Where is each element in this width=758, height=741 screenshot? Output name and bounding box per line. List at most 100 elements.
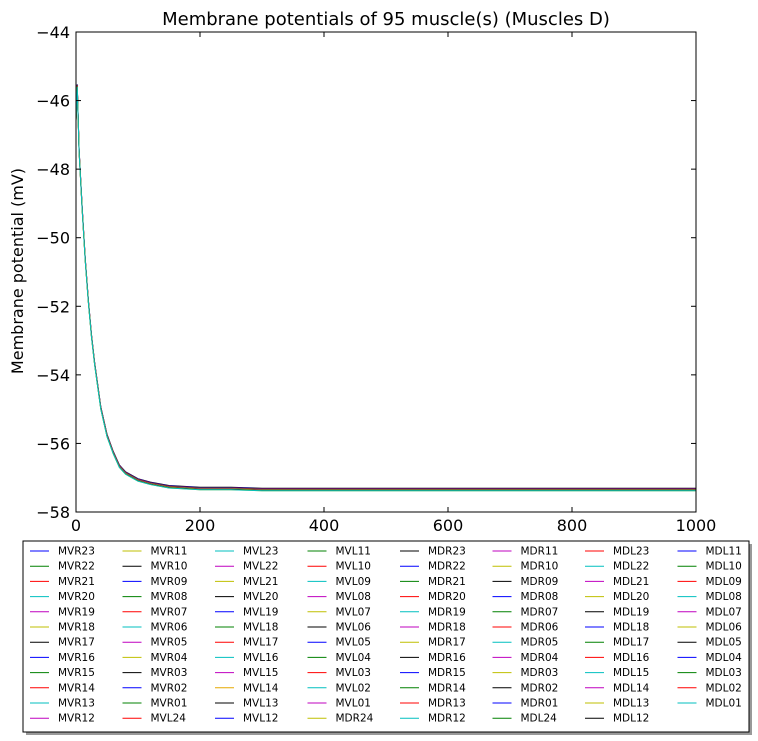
legend-entry-label: MDL05 (706, 637, 742, 649)
legend-entry-label: MDR11 (521, 546, 559, 558)
y-tick-label: −48 (36, 160, 70, 179)
axes-frame (75, 31, 697, 513)
legend-entry-label: MVL04 (336, 652, 372, 664)
legend-entry-label: MVL01 (336, 698, 371, 710)
legend-entry-label: MDR22 (428, 561, 466, 573)
legend-entry-label: MVL08 (336, 591, 371, 603)
legend-entry-label: MVR15 (58, 667, 95, 679)
legend-entry-label: MVL03 (336, 667, 371, 679)
legend-entry-label: MDR06 (521, 622, 559, 634)
legend-entry-label: MVL20 (243, 591, 278, 603)
legend-entry-label: MDR07 (521, 606, 559, 618)
legend-entry-label: MVR07 (151, 606, 188, 618)
series-line-mvr15 (75, 85, 696, 490)
legend-entry-label: MDL13 (613, 698, 649, 710)
legend-entry-label: MVL02 (336, 682, 371, 694)
legend-entry-label: MVR04 (151, 652, 188, 664)
legend-entry-label: MVR23 (58, 546, 95, 558)
legend-entry-label: MDR01 (521, 698, 559, 710)
legend-entry-label: MDL24 (521, 713, 558, 725)
legend-entry-label: MDR05 (521, 637, 559, 649)
legend-box (22, 540, 750, 733)
legend-entry-label: MDL15 (613, 667, 649, 679)
legend-entry-label: MDL21 (613, 576, 649, 588)
legend-entry-label: MVL16 (243, 652, 279, 664)
legend-entry-label: MDL12 (613, 713, 649, 725)
x-tick-label: 400 (309, 516, 340, 535)
legend: MVR23 MVR22 MVR21 MVR20 MVR19 MVR18 MVR17 MVR16… (22, 540, 752, 735)
legend-entry-label: MDL14 (613, 682, 650, 694)
legend-entry-label: MVR12 (58, 713, 95, 725)
x-tick-label: 1000 (676, 516, 717, 535)
legend-entry-label: MDL16 (613, 652, 650, 664)
legend-entry-label: MDL22 (613, 561, 649, 573)
legend-entry-label: MVR16 (58, 652, 95, 664)
series-line-mvr09 (75, 84, 696, 490)
series-line-mvr17 (75, 84, 696, 489)
legend-entry-label: MVR10 (151, 561, 188, 573)
legend-entry-label: MVL05 (336, 637, 371, 649)
y-tick-label: −44 (36, 23, 70, 42)
legend-entry-label: MVR19 (58, 606, 95, 618)
y-tick-label: −58 (36, 503, 70, 522)
legend-entry-label: MDL07 (706, 606, 742, 618)
legend-entry-label: MDR12 (428, 713, 466, 725)
legend-entry-label: MDL11 (706, 546, 742, 558)
legend-entry-label: MDL17 (613, 637, 649, 649)
legend-entry-label: MDR24 (336, 713, 374, 725)
plot-area: 0 200 400 600 800 1000 −44 −46 −48 −50 −52 −54 −56 −5… (36, 23, 716, 535)
legend-entry-label: MVL18 (243, 622, 278, 634)
y-tick-label: −52 (36, 297, 70, 316)
legend-entry-label: MVR21 (58, 576, 95, 588)
legend-entry-label: MVL13 (243, 698, 278, 710)
series-line-mvr21 (75, 85, 696, 490)
legend-entry-label: MVR01 (151, 698, 188, 710)
legend-entry-label: MVR02 (151, 682, 188, 694)
legend-entry-label: MVR08 (151, 591, 188, 603)
legend-entry-label: MDR16 (428, 652, 466, 664)
legend-entry-label: MVL23 (243, 546, 278, 558)
legend-entry-label: MDR13 (428, 698, 466, 710)
legend-entry-label: MDL01 (706, 698, 742, 710)
chart-title: Membrane potentials of 95 muscle(s) (Mus… (162, 9, 610, 30)
legend-entry-label: MVR18 (58, 622, 95, 634)
legend-entry-label: MDL02 (706, 682, 742, 694)
legend-entry-label: MDR09 (521, 576, 559, 588)
series-line-mvr18 (75, 86, 696, 491)
legend-entry-label: MDL04 (706, 652, 743, 664)
legend-entry-label: MVR22 (58, 561, 95, 573)
legend-entry-label: MVL07 (336, 606, 371, 618)
legend-entry-label: MVR20 (58, 591, 95, 603)
legend-entry-label: MVL19 (243, 606, 278, 618)
legend-entry-label: MDL08 (706, 591, 742, 603)
legend-entry-label: MVL21 (243, 576, 278, 588)
legend-entry-label: MVL12 (243, 713, 278, 725)
y-tick-label: −54 (36, 366, 70, 385)
legend-entry-label: MDR21 (428, 576, 466, 588)
legend-entry-label: MDL18 (613, 622, 649, 634)
x-tick-label: 600 (433, 516, 464, 535)
legend-entry-label: MDR03 (521, 667, 559, 679)
x-tick-label: 200 (185, 516, 216, 535)
legend-entry-label: MVL14 (243, 682, 279, 694)
legend-entry-label: MVL06 (336, 622, 372, 634)
legend-entry-label: MDL03 (706, 667, 742, 679)
legend-entry-label: MDR15 (428, 667, 466, 679)
x-tick-label: 800 (557, 516, 588, 535)
legend-entry-label: MDR08 (521, 591, 559, 603)
legend-entry-label: MDR14 (428, 682, 466, 694)
legend-entry-label: MVL24 (151, 713, 187, 725)
legend-entry-label: MDR18 (428, 622, 466, 634)
legend-entry-label: MDR23 (428, 546, 466, 558)
legend-entry-label: MVR13 (58, 698, 95, 710)
legend-entry-label: MDL10 (706, 561, 742, 573)
legend-entry-label: MDL19 (613, 606, 649, 618)
legend-entry-label: MDR17 (428, 637, 466, 649)
legend-entry-label: MVR17 (58, 637, 95, 649)
legend-entry-label: MVR11 (151, 546, 188, 558)
legend-entry-label: MVR03 (151, 667, 188, 679)
y-axis-label: Membrane potential (mV) (8, 168, 27, 374)
legend-entry-label: MDL06 (706, 622, 743, 634)
legend-entry-label: MVL10 (336, 561, 371, 573)
x-tick-label: 0 (71, 516, 81, 535)
